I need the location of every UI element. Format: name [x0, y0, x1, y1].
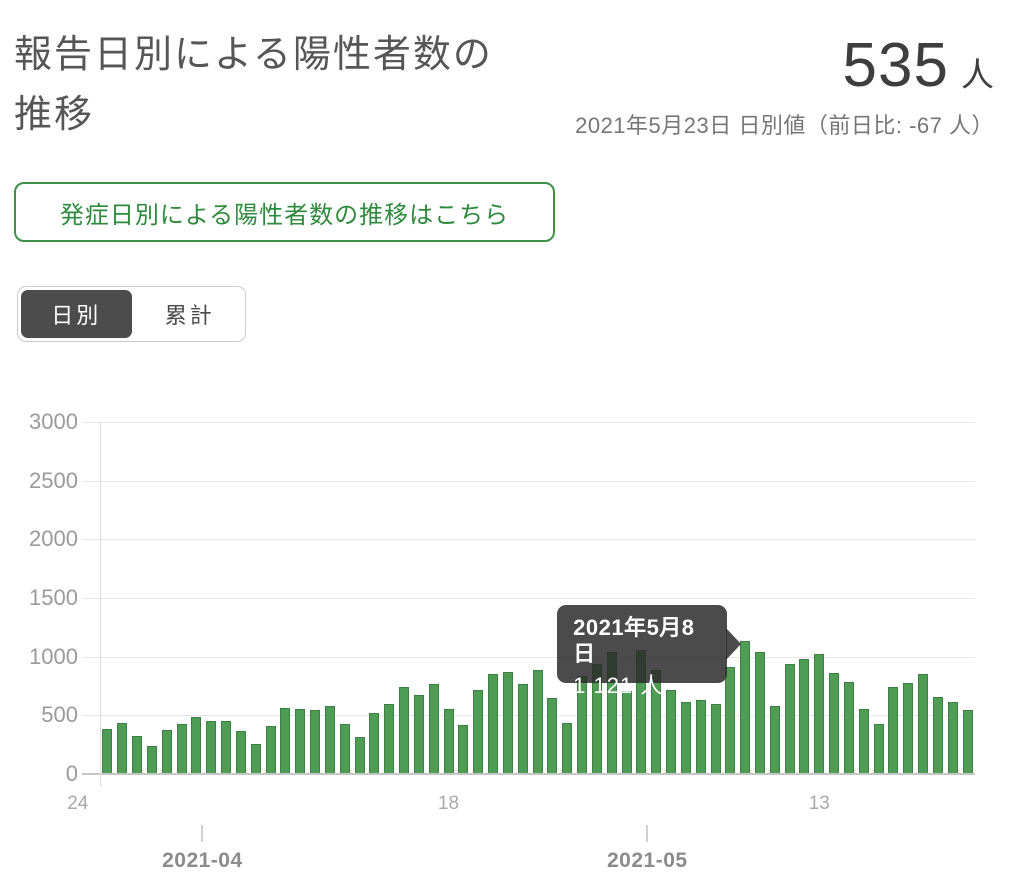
- bar-2021-04-07[interactable]: [280, 708, 291, 773]
- y-axis-label-1000: 1000: [29, 643, 78, 669]
- bar-2021-04-06[interactable]: [265, 726, 276, 773]
- tooltip-caret: [726, 628, 742, 661]
- bar-2021-05-09[interactable]: [755, 652, 765, 773]
- chart-tooltip: 2021年5月8日 1,121 人: [557, 605, 728, 698]
- bar-2021-03-26[interactable]: [102, 729, 113, 773]
- bar-2021-04-12[interactable]: [354, 737, 365, 773]
- bar-2021-04-25[interactable]: [547, 698, 558, 773]
- bar-2021-05-06[interactable]: [710, 704, 721, 773]
- bar-2021-04-13[interactable]: [369, 713, 380, 773]
- y-gridline-3000: [82, 422, 975, 423]
- tooltip-date: 2021年5月8日: [573, 615, 695, 667]
- bar-2021-04-05[interactable]: [250, 744, 261, 773]
- bar-2021-05-12[interactable]: [799, 659, 810, 773]
- bar-2021-04-11[interactable]: [339, 724, 350, 773]
- month-label-2021-04: 2021-04: [162, 849, 243, 872]
- bar-2021-04-14[interactable]: [384, 704, 395, 773]
- tooltip-value: 1,121 人: [573, 673, 664, 699]
- bar-2021-04-26[interactable]: [562, 723, 573, 773]
- bar-2021-04-04[interactable]: [235, 731, 246, 773]
- x-axis-label-18: 18: [437, 793, 460, 814]
- bar-2021-04-02[interactable]: [206, 721, 217, 773]
- y-axis-label-1500: 1500: [29, 585, 78, 610]
- bar-2021-04-08[interactable]: [295, 709, 306, 773]
- bar-2021-04-19[interactable]: [458, 725, 469, 773]
- bar-2021-05-18[interactable]: [888, 687, 899, 773]
- bar-2021-03-27[interactable]: [117, 723, 128, 773]
- bar-2021-05-16[interactable]: [858, 709, 869, 773]
- latest-value: 535 人: [843, 30, 994, 101]
- bar-2021-04-22[interactable]: [502, 672, 513, 773]
- bar-2021-03-31[interactable]: [176, 724, 187, 773]
- bar-2021-05-04[interactable]: [680, 702, 691, 773]
- page-title: 報告日別による陽性者数の推移: [14, 34, 493, 136]
- y-gridline-500: [82, 715, 975, 717]
- bar-2021-04-30[interactable]: [621, 691, 632, 773]
- bar-2021-04-10[interactable]: [324, 706, 335, 773]
- bar-2021-05-13[interactable]: [814, 654, 825, 773]
- onset-date-link-button[interactable]: 発症日別による陽性者数の推移はこちら: [14, 182, 555, 242]
- bar-2021-05-19[interactable]: [903, 683, 914, 773]
- bar-2021-05-20[interactable]: [918, 674, 929, 773]
- bar-2021-04-16[interactable]: [413, 695, 424, 773]
- toggle-cumulative[interactable]: 累計: [135, 287, 246, 341]
- bar-2021-05-22[interactable]: [947, 702, 958, 773]
- y-gridline-2000: [82, 539, 975, 541]
- month-tick-2021-04: [201, 825, 204, 842]
- bar-2021-04-18[interactable]: [443, 709, 454, 773]
- bar-2021-05-21[interactable]: [932, 697, 943, 773]
- x-axis-label-24: 24: [67, 793, 89, 814]
- bar-2021-05-11[interactable]: [784, 664, 795, 773]
- bar-2021-04-17[interactable]: [428, 684, 439, 773]
- bar-2021-04-21[interactable]: [488, 674, 498, 773]
- bar-2021-05-17[interactable]: [873, 724, 884, 773]
- bar-2021-05-15[interactable]: [843, 682, 854, 773]
- daily-cumulative-toggle: 日別 累計: [17, 286, 246, 342]
- y-axis-label-0: 0: [65, 761, 78, 786]
- bar-2021-05-05[interactable]: [695, 700, 706, 773]
- bar-2021-05-08[interactable]: [740, 641, 751, 773]
- y-axis-label-2000: 2000: [29, 526, 78, 552]
- y-axis-label-2500: 2500: [29, 467, 78, 493]
- month-label-2021-05: 2021-05: [607, 849, 688, 872]
- bar-2021-04-01[interactable]: [191, 717, 202, 773]
- y-axis-line: [100, 422, 101, 786]
- bar-2021-05-10[interactable]: [769, 706, 780, 773]
- y-gridline-0: [82, 773, 975, 775]
- y-gridline-1500: [82, 598, 975, 599]
- bar-2021-04-15[interactable]: [399, 687, 409, 773]
- bar-2021-04-09[interactable]: [310, 710, 320, 773]
- date-note: 2021年5月23日 日別値（前日比: -67 人）: [575, 113, 994, 138]
- bar-2021-05-14[interactable]: [829, 673, 840, 773]
- y-axis-label-500: 500: [41, 702, 78, 728]
- y-gridline-1000: [82, 656, 975, 658]
- bar-2021-05-03[interactable]: [666, 690, 676, 773]
- bar-2021-04-24[interactable]: [532, 670, 543, 773]
- y-gridline-2500: [82, 480, 975, 482]
- bar-2021-04-03[interactable]: [221, 721, 232, 773]
- latest-value-number: 535: [842, 31, 949, 100]
- bar-2021-05-23[interactable]: [962, 710, 973, 773]
- bar-2021-04-20[interactable]: [473, 690, 484, 773]
- latest-value-unit: 人: [961, 56, 994, 93]
- y-axis-label-3000: 3000: [29, 409, 78, 434]
- bar-2021-05-07[interactable]: [725, 667, 736, 773]
- bar-2021-04-23[interactable]: [517, 684, 528, 773]
- month-tick-2021-05: [646, 825, 649, 842]
- x-axis-label-13: 13: [808, 793, 830, 814]
- toggle-daily[interactable]: 日別: [21, 290, 132, 338]
- bar-2021-03-29[interactable]: [146, 746, 157, 773]
- bar-2021-03-30[interactable]: [161, 730, 172, 773]
- bar-2021-03-28[interactable]: [132, 736, 143, 773]
